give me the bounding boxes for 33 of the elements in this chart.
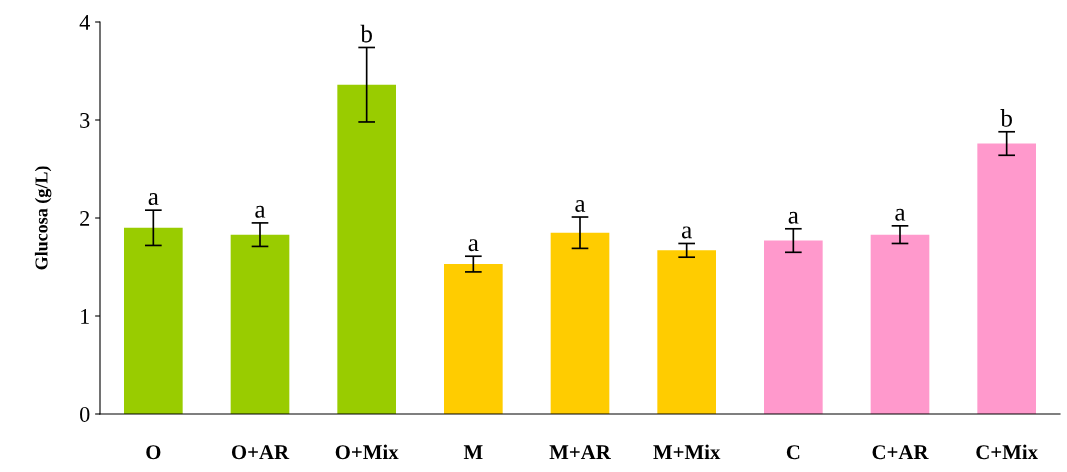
y-tick-label: 4 [79, 15, 90, 30]
annotation: b [360, 24, 372, 43]
x-tick-label: O+AR [231, 445, 290, 460]
x-tick-label: M+Mix [653, 444, 721, 460]
annotation: a [468, 239, 479, 252]
bar [337, 84, 396, 414]
y-tick-label: 2 [80, 210, 90, 226]
x-tick-label: M [463, 445, 483, 460]
annotation: a [148, 193, 159, 206]
bar [444, 264, 503, 414]
x-tick-label: M+AR [549, 445, 611, 460]
annotation: b [1000, 109, 1012, 127]
x-tick-label: O [146, 445, 161, 460]
annotation: a [682, 226, 692, 239]
annotation: a [895, 208, 906, 221]
annotation: a [575, 199, 586, 212]
x-tick-label: O+Mix [335, 444, 399, 460]
annotation: a [788, 211, 799, 224]
x-tick-label: C [786, 445, 800, 460]
x-tick-label: C+Mix [976, 444, 1038, 460]
bar [764, 240, 823, 414]
y-axis-title: Glucosa (g/L) [34, 166, 52, 270]
bar [977, 143, 1036, 414]
bar [230, 234, 290, 414]
x-tick-label: C+AR [872, 445, 929, 460]
bar [124, 227, 183, 414]
bar [550, 232, 610, 414]
bar [657, 250, 716, 414]
bar [870, 234, 930, 414]
annotation: a [255, 205, 266, 218]
y-tick-label: 1 [81, 309, 89, 324]
y-tick-label: 0 [80, 406, 90, 422]
y-tick-label: 3 [80, 112, 90, 128]
